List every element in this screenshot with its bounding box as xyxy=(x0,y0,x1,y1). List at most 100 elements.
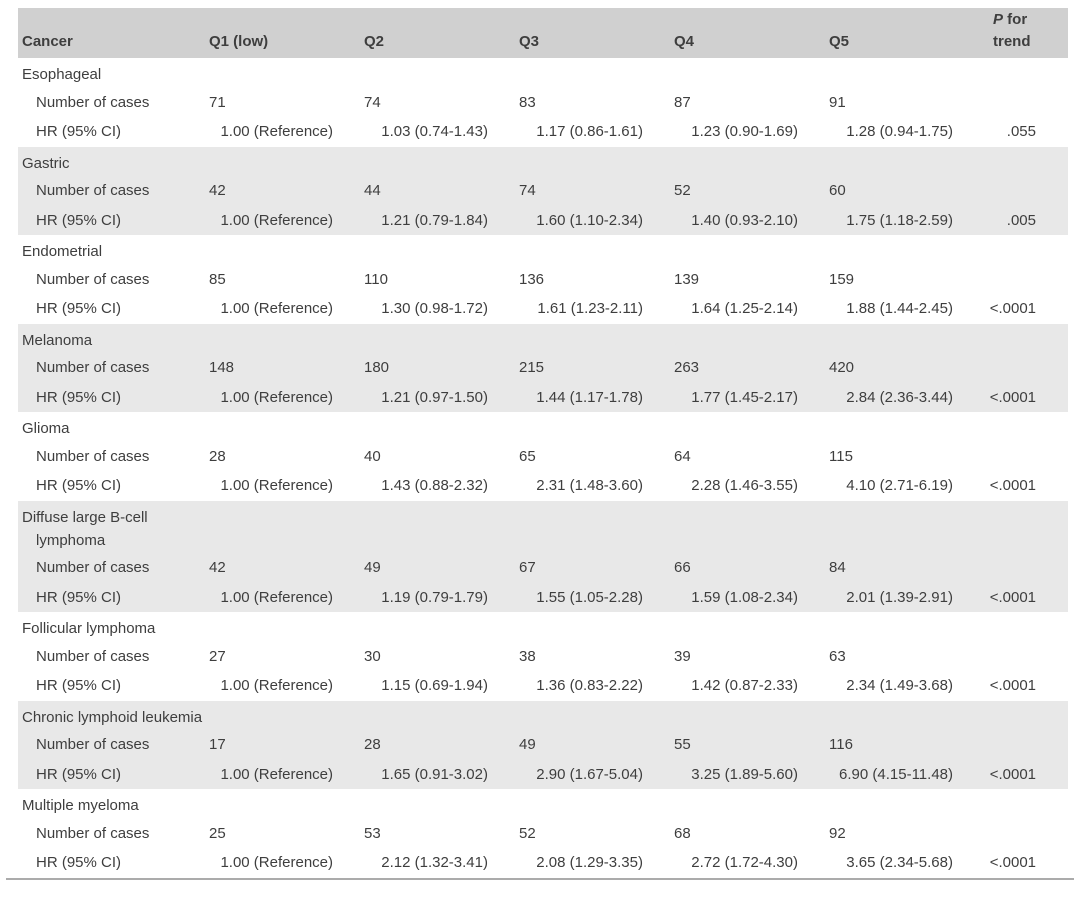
case-count: 60 xyxy=(829,182,846,199)
cancer-name-row: Multiple myeloma xyxy=(18,789,1068,819)
p-value: .005 xyxy=(1006,211,1036,229)
cases-row: Number of cases 148 180 215 263 420 xyxy=(18,353,1068,383)
case-count: 110 xyxy=(364,270,388,288)
hr-value: 1.03 (0.74-1.43) xyxy=(381,123,488,140)
row-label-cases: Number of cases xyxy=(36,270,150,288)
cases-row: Number of cases 85 110 136 139 159 xyxy=(18,265,1068,295)
cases-row: Number of cases 28 40 65 64 115 xyxy=(18,442,1068,472)
p-for-trend-label: P for trend xyxy=(993,11,1031,50)
p-value-empty xyxy=(978,353,1068,383)
case-count: 420 xyxy=(829,359,855,376)
hr-row: HR (95% CI) 1.00 (Reference) 1.15 (0.69-1.… xyxy=(18,671,1068,701)
hr-value: 2.08 (1.29-3.35) xyxy=(536,854,643,871)
case-count: 115 xyxy=(829,447,853,465)
cancer-name: Endometrial xyxy=(22,243,103,260)
cancer-name: Esophageal xyxy=(22,66,102,83)
hr-value: 1.55 (1.05-2.28) xyxy=(536,588,643,606)
cancer-section: Glioma Number of cases 28 40 65 64 115 HR (95% … xyxy=(18,412,1068,501)
case-count: 87 xyxy=(674,93,691,111)
row-label-cases: Number of cases xyxy=(36,359,150,376)
p-value: <.0001 xyxy=(989,388,1036,406)
case-count: 263 xyxy=(674,359,700,376)
column-header-q5: Q5 xyxy=(829,33,850,50)
p-value: .055 xyxy=(1006,123,1036,140)
case-count: 28 xyxy=(364,736,381,753)
results-table: Cancer Q1 (low) Q2 Q3 Q4 Q5 P for trend … xyxy=(18,8,1068,878)
hr-value: 1.00 (Reference) xyxy=(220,123,333,140)
hr-value: 3.65 (2.34-5.68) xyxy=(846,854,953,871)
case-count: 52 xyxy=(519,824,536,842)
case-count: 25 xyxy=(209,824,226,842)
cancer-name: Gastric xyxy=(22,154,70,172)
hr-row: HR (95% CI) 1.00 (Reference) 1.65 (0.91-3.… xyxy=(18,760,1068,790)
case-count: 74 xyxy=(364,93,381,111)
hr-value: 2.34 (1.49-3.68) xyxy=(846,677,953,694)
hr-value: 1.00 (Reference) xyxy=(220,588,333,606)
cancer-name: Melanoma xyxy=(22,331,93,349)
case-count: 116 xyxy=(829,736,853,753)
cases-row: Number of cases 27 30 38 39 63 xyxy=(18,642,1068,672)
case-count: 159 xyxy=(829,270,855,288)
p-value-empty xyxy=(978,176,1068,206)
column-header-p-for-trend: P for trend xyxy=(978,9,1068,53)
case-count: 49 xyxy=(519,736,536,753)
hr-value: 2.31 (1.48-3.60) xyxy=(536,477,643,494)
case-count: 52 xyxy=(674,182,691,199)
case-count: 148 xyxy=(209,359,235,376)
p-value-empty xyxy=(978,553,1068,583)
case-count: 83 xyxy=(519,93,536,111)
cancer-name: Diffuse large B-cell lymphoma xyxy=(22,508,148,549)
row-label-hr: HR (95% CI) xyxy=(36,765,122,783)
case-count: 40 xyxy=(364,447,381,465)
row-label-cases: Number of cases xyxy=(36,736,150,753)
case-count: 85 xyxy=(209,270,226,288)
hr-value: 1.15 (0.69-1.94) xyxy=(381,677,488,694)
row-label-hr: HR (95% CI) xyxy=(36,677,122,694)
hr-value: 1.42 (0.87-2.33) xyxy=(691,677,798,694)
cancer-name-row: Esophageal xyxy=(18,58,1068,88)
cancer-name: Follicular lymphoma xyxy=(22,620,156,637)
case-count: 42 xyxy=(209,182,226,199)
case-count: 39 xyxy=(674,647,691,665)
table-header-row: Cancer Q1 (low) Q2 Q3 Q4 Q5 P for trend xyxy=(18,8,1068,58)
table-body: Esophageal Number of cases 71 74 83 87 91 HR (9… xyxy=(18,58,1068,878)
cancer-name-row: Follicular lymphoma xyxy=(18,612,1068,642)
hr-value: 2.01 (1.39-2.91) xyxy=(846,588,953,606)
column-header-cancer: Cancer xyxy=(22,33,73,50)
cancer-name: Glioma xyxy=(22,420,70,437)
p-value-empty xyxy=(978,265,1068,295)
paper-table-page: { "table": { "colors": { "header_bg": "#… xyxy=(0,8,1080,921)
cancer-section: Follicular lymphoma Number of cases 27 30 38… xyxy=(18,612,1068,701)
cases-row: Number of cases 25 53 52 68 92 xyxy=(18,819,1068,849)
p-value: <.0001 xyxy=(989,677,1036,694)
case-count: 215 xyxy=(519,359,545,376)
p-value-empty xyxy=(978,642,1068,672)
hr-value: 2.72 (1.72-4.30) xyxy=(691,854,798,871)
cancer-section: Melanoma Number of cases 148 180 215 263 420 HR… xyxy=(18,323,1068,412)
hr-value: 2.84 (2.36-3.44) xyxy=(846,388,953,406)
column-header-q4: Q4 xyxy=(674,33,695,50)
cancer-name-row: Diffuse large B-cell lymphoma xyxy=(18,501,1068,554)
case-count: 42 xyxy=(209,559,226,576)
case-count: 84 xyxy=(829,559,846,576)
hr-value: 1.17 (0.86-1.61) xyxy=(536,123,643,140)
case-count: 49 xyxy=(364,559,381,576)
cases-row: Number of cases 71 74 83 87 91 xyxy=(18,88,1068,118)
case-count: 28 xyxy=(209,447,226,465)
hr-value: 1.00 (Reference) xyxy=(220,300,333,317)
case-count: 55 xyxy=(674,736,691,753)
case-count: 53 xyxy=(364,824,381,842)
p-value: <.0001 xyxy=(989,854,1036,871)
row-label-hr: HR (95% CI) xyxy=(36,588,122,606)
p-value-empty xyxy=(978,819,1068,849)
hr-value: 1.00 (Reference) xyxy=(220,211,333,229)
hr-value: 2.12 (1.32-3.41) xyxy=(381,854,488,871)
p-value-empty xyxy=(978,88,1068,118)
hr-row: HR (95% CI) 1.00 (Reference) 1.43 (0.88-2.… xyxy=(18,471,1068,501)
hr-value: 1.00 (Reference) xyxy=(220,388,333,406)
case-count: 68 xyxy=(674,824,691,842)
cancer-name-row: Gastric xyxy=(18,147,1068,177)
row-label-hr: HR (95% CI) xyxy=(36,854,122,871)
case-count: 27 xyxy=(209,647,226,665)
hr-value: 1.19 (0.79-1.79) xyxy=(381,588,488,606)
